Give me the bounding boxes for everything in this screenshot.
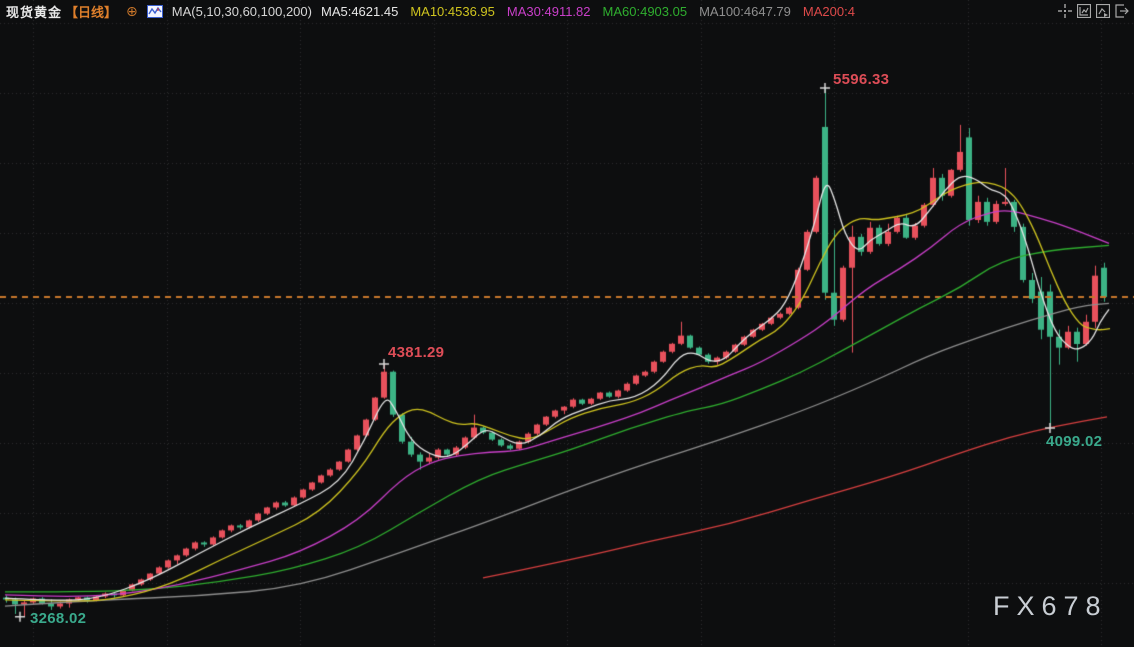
watermark: FX678 (993, 591, 1108, 621)
chart-header: 现货黄金 【日线】 ⊕ MA(5,10,30,60,100,200) MA5:4… (0, 0, 1134, 22)
ma-value: MA5:4621.45 (320, 3, 399, 19)
crosshair-icon[interactable] (1057, 3, 1073, 19)
chart-axes-icon[interactable] (1076, 3, 1092, 19)
ma-value: MA100:4647.79 (699, 3, 791, 19)
price-annotation: 4099.02 (1046, 433, 1103, 450)
chart-play-icon[interactable] (1095, 3, 1111, 19)
ma-value: MA10:4536.95 (410, 3, 495, 19)
symbol-title: 现货黄金 (6, 4, 63, 20)
add-indicator-icon[interactable]: ⊕ (126, 3, 138, 19)
price-annotation: 3268.02 (30, 610, 87, 627)
ma-value: MA60:4903.05 (602, 3, 688, 19)
period-label: 【日线】 (65, 4, 118, 20)
price-annotation: 4381.29 (388, 344, 445, 361)
chart-toolbar (1057, 3, 1130, 19)
chart-type-icon[interactable] (146, 4, 163, 18)
ma-value: MA30:4911.82 (506, 3, 591, 19)
exit-fullscreen-icon[interactable] (1114, 3, 1130, 19)
ma-value: MA200:4 (802, 3, 855, 19)
ma-settings-label: MA(5,10,30,60,100,200) (171, 3, 312, 19)
price-annotation: 5596.33 (833, 71, 890, 88)
ma-values: MA5:4621.45 MA10:4536.95 MA30:4911.82 MA60:… (321, 4, 855, 19)
